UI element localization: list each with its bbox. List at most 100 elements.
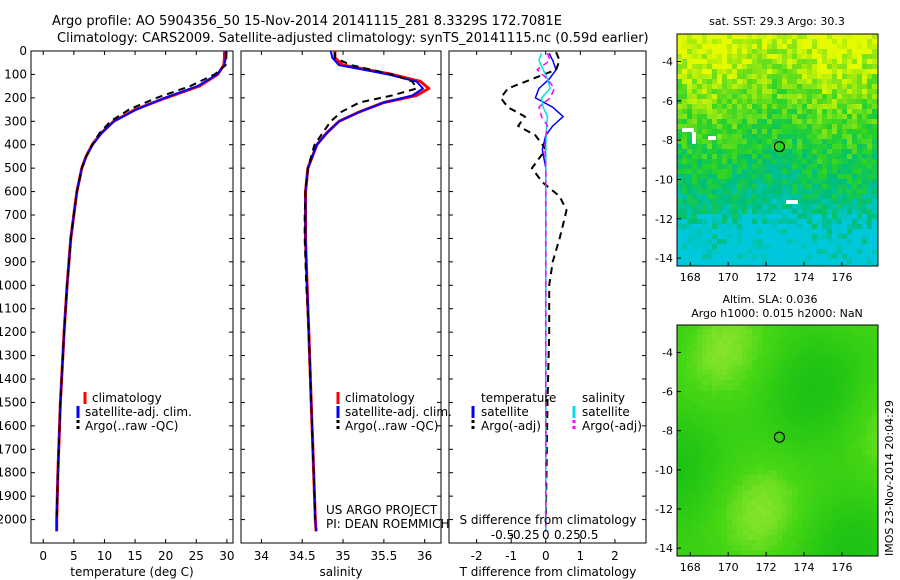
map-cell (822, 490, 828, 496)
map-cell (742, 249, 748, 255)
map-cell (807, 89, 813, 95)
map-cell (802, 234, 808, 240)
map-cell (742, 340, 748, 346)
map-cell (757, 470, 763, 476)
map-cell (797, 189, 803, 195)
map-cell (812, 234, 818, 240)
map-cell (797, 420, 803, 426)
map-cell (842, 234, 848, 240)
map-cell (852, 34, 858, 40)
map-cell (837, 114, 843, 120)
map-cell (762, 465, 768, 471)
map-cell (807, 515, 813, 521)
map-cell (762, 89, 768, 95)
map-cell (682, 340, 688, 346)
map-cell (747, 440, 753, 446)
map-cell (747, 390, 753, 396)
map-cell (807, 545, 813, 551)
map-cell (762, 79, 768, 85)
map-cell (852, 410, 858, 416)
map-cell (687, 535, 693, 541)
map-cell (767, 59, 773, 65)
map-cell (677, 505, 683, 511)
map-cell (827, 69, 833, 75)
map-cell (747, 345, 753, 351)
map-cell (792, 114, 798, 120)
map-cell (867, 340, 873, 346)
map-cell (827, 465, 833, 471)
map-cell (737, 229, 743, 235)
map-cell (737, 209, 743, 215)
map-cell (862, 510, 868, 516)
map-cell (797, 480, 803, 486)
map-cell (752, 440, 758, 446)
map-cell (722, 119, 728, 125)
map-cell (727, 360, 733, 366)
map-cell (842, 134, 848, 140)
map-cell (852, 510, 858, 516)
map-cell (752, 420, 758, 426)
map-cell (692, 495, 698, 501)
map-cell (837, 264, 843, 267)
map-cell (872, 430, 878, 436)
map-cell (762, 505, 768, 511)
map-cell (707, 385, 713, 391)
map-cell (712, 109, 718, 115)
map-cell (717, 515, 723, 521)
map-cell (727, 39, 733, 45)
map-x-tick-label: 174 (794, 271, 815, 284)
map-cell (727, 425, 733, 431)
map-cell (677, 134, 683, 140)
map-cell (792, 450, 798, 456)
map-cell (762, 350, 768, 356)
map-cell (852, 460, 858, 466)
map-cell (852, 159, 858, 165)
map-cell (802, 465, 808, 471)
map-cell (762, 159, 768, 165)
map-cell (807, 505, 813, 511)
map-cell (772, 345, 778, 351)
map-cell (812, 169, 818, 175)
map-cell (772, 124, 778, 130)
map-cell (687, 520, 693, 526)
map-cell (772, 184, 778, 190)
map-cell (857, 34, 863, 40)
map-cell (827, 129, 833, 135)
map-cell (872, 490, 878, 496)
map-cell (847, 64, 853, 70)
map-cell (737, 510, 743, 516)
map-cell (747, 485, 753, 491)
map-cell (717, 470, 723, 476)
map-cell (852, 550, 858, 556)
map-cell (827, 540, 833, 546)
map-cell (682, 335, 688, 341)
map-cell (832, 380, 838, 386)
map-cell (802, 420, 808, 426)
map-cell (727, 124, 733, 130)
map-cell (837, 385, 843, 391)
map-cell (827, 219, 833, 225)
map-cell (732, 94, 738, 100)
map-cell (867, 335, 873, 341)
map-cell (817, 99, 823, 105)
map-cell (842, 340, 848, 346)
map-cell (872, 144, 878, 150)
map-cell (862, 64, 868, 70)
map-cell (692, 540, 698, 546)
map-cell (767, 345, 773, 351)
map-cell (782, 219, 788, 225)
map-cell (687, 54, 693, 60)
map-cell (717, 500, 723, 506)
map-cell (762, 249, 768, 255)
map-cell (792, 254, 798, 260)
map-cell (812, 49, 818, 55)
map-cell (757, 64, 763, 70)
map-cell (792, 104, 798, 110)
map-cell (697, 480, 703, 486)
map-cell (677, 415, 683, 421)
map-cell (782, 505, 788, 511)
map-cell (722, 84, 728, 90)
map-cell (777, 249, 783, 255)
map-cell (772, 550, 778, 556)
map-cell (862, 114, 868, 120)
